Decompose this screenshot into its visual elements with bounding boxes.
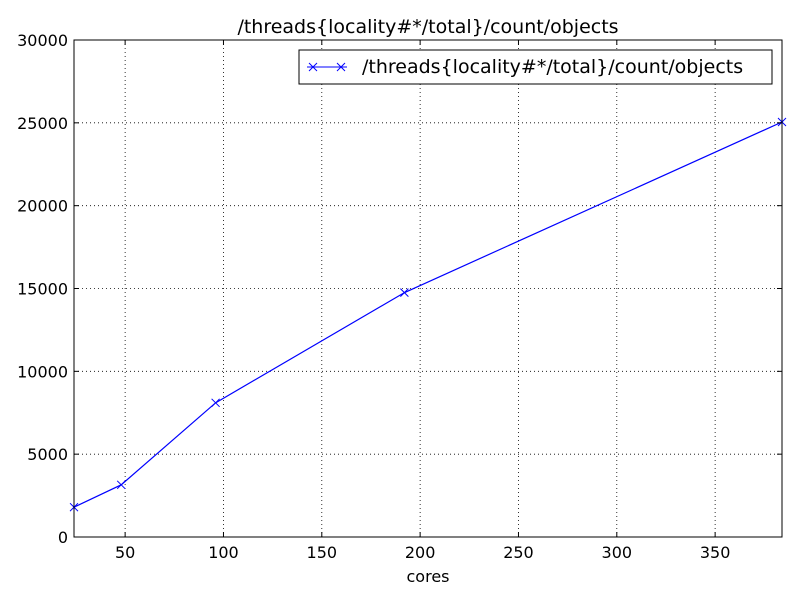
marker-stroke — [400, 288, 409, 297]
grid — [74, 40, 782, 537]
axis-ticks: 50 100 150 200 250 300 350 0 5000 10000 15000 20000… — [17, 31, 782, 562]
y-tick-label: 15000 — [17, 280, 68, 299]
y-tick-label: 25000 — [17, 114, 68, 133]
y-tick-label: 10000 — [17, 362, 68, 381]
x-tick-label: 100 — [208, 543, 239, 562]
x-tick-label: 200 — [405, 543, 436, 562]
y-tick-label: 0 — [58, 528, 68, 547]
chart-title: /threads{locality#*/total}/count/objects — [237, 16, 618, 38]
y-tick-label: 5000 — [27, 445, 68, 464]
legend: /threads{locality#*/total}/count/objects — [298, 49, 773, 85]
marker-stroke — [211, 398, 220, 408]
x-tick-label: 350 — [700, 543, 731, 562]
marker-stroke — [116, 480, 126, 490]
x-tick-label: 50 — [115, 543, 135, 562]
legend-series-label: /threads{locality#*/total}/count/objects — [362, 56, 743, 78]
legend-box — [298, 49, 773, 85]
y-tick-label: 20000 — [17, 197, 68, 216]
y-tick-label: 30000 — [17, 31, 68, 50]
legend-series-marker — [308, 62, 346, 72]
data-point-marker — [116, 480, 126, 490]
data-point-marker — [211, 398, 220, 408]
x-tick-label: 250 — [503, 543, 534, 562]
x-axis-label: cores — [407, 567, 450, 586]
x-tick-label: 150 — [307, 543, 338, 562]
legend-marker-stroke — [336, 62, 346, 72]
x-tick-label: 300 — [602, 543, 633, 562]
data-point-marker — [400, 288, 409, 297]
legend-marker-stroke — [308, 62, 318, 72]
